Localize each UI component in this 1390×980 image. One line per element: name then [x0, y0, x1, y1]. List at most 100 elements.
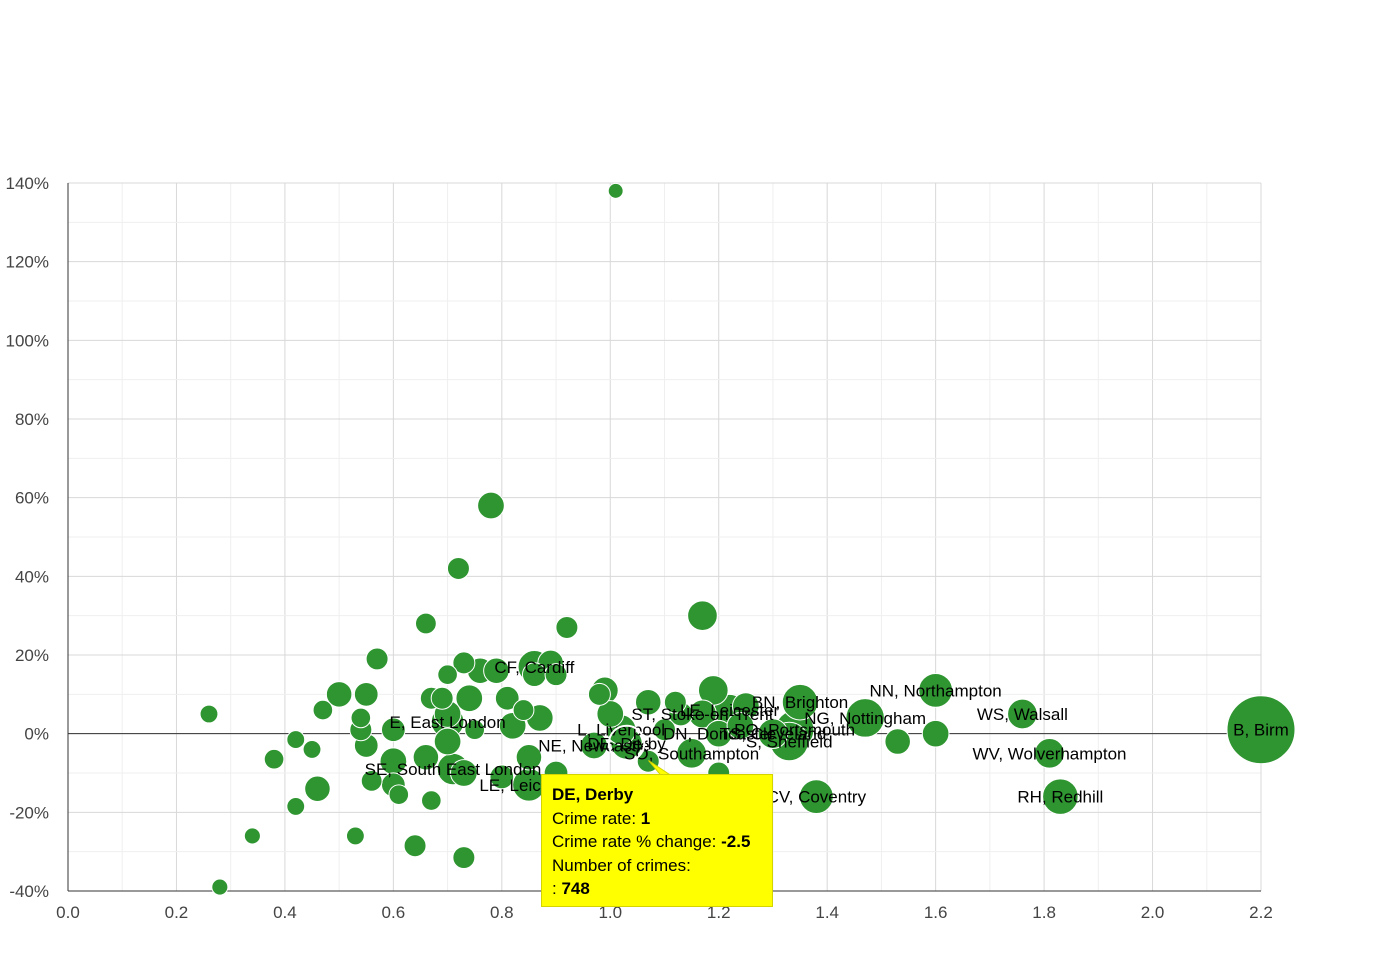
bubble-label: TS, Cleveland: [720, 725, 827, 744]
bubble-point: [555, 615, 579, 639]
bubble-point: [430, 686, 454, 710]
y-tick-label: 100%: [6, 331, 49, 350]
bubble-point: [726, 711, 755, 740]
chart-tooltip: DE, Derby Crime rate: 1 Crime rate % cha…: [541, 774, 773, 907]
y-tick-label: -20%: [9, 803, 49, 822]
bubble-point: [433, 727, 462, 756]
x-tick-label: 0.8: [490, 903, 514, 922]
bubble-point: [286, 730, 306, 749]
bubble-point: [452, 651, 476, 675]
bubble-point: [653, 718, 676, 742]
bubble-point: [304, 775, 331, 802]
bubble-point: [596, 700, 625, 728]
y-tick-label: 40%: [15, 567, 49, 586]
bubble-point: [388, 784, 410, 805]
bubble-point: [845, 698, 885, 738]
x-tick-label: 1.8: [1032, 903, 1056, 922]
bubble-point: [312, 699, 334, 721]
bubble-point: [325, 681, 353, 708]
bubble-point: [580, 731, 608, 760]
bubble-point: [365, 647, 389, 671]
tooltip-value: 1: [640, 808, 651, 828]
x-tick-label: 1.0: [598, 903, 622, 922]
bubble-point: [781, 683, 819, 721]
bubble-point: [483, 657, 510, 684]
tooltip-row-change: Crime rate % change: -2.5: [552, 830, 762, 854]
tooltip-value: -2.5: [721, 832, 751, 851]
bubble-label: E, East London: [389, 713, 505, 732]
bubble-point: [512, 699, 535, 721]
bubble-label: NE, Newcastle: [538, 736, 649, 755]
bubble-label: SO, Southampton: [624, 744, 759, 763]
hover-ring: [607, 724, 646, 763]
bubble-point: [884, 728, 911, 755]
bubble-point: [302, 739, 322, 759]
bubble-point: [687, 600, 718, 631]
bubble-label: CF, Cardiff: [494, 658, 574, 677]
bubble-point: [380, 717, 406, 743]
x-tick-label: 0.6: [382, 903, 406, 922]
bubble-label: WS, Walsall: [977, 705, 1068, 724]
bubble-point: [515, 744, 543, 771]
bubble-point: [1034, 738, 1065, 769]
x-tick-label: 2.0: [1141, 903, 1165, 922]
bubble-point: [921, 719, 950, 748]
bubble-label: CV, Coventry: [767, 788, 867, 807]
bubble-point: [415, 612, 437, 635]
bubble-label: S, Sheffield: [746, 733, 833, 752]
bubble-point: [446, 556, 470, 580]
bubble-label: NG, Nottingham: [804, 709, 926, 728]
bubble-label: PO, Portsmouth: [734, 721, 855, 740]
bubble-point: [663, 690, 687, 714]
tooltip-label: Crime rate % change:: [552, 832, 722, 851]
bubble-label: WV, Wolverhampton: [973, 744, 1127, 763]
bubble-point: [345, 826, 365, 846]
y-tick-label: 80%: [15, 410, 49, 429]
bubble-point: [412, 744, 440, 771]
tooltip-label: Crime rate:: [552, 808, 641, 828]
y-tick-label: 120%: [6, 253, 49, 272]
bubble-point: [455, 684, 484, 713]
bubble-point: [243, 827, 261, 845]
bubble-point: [607, 182, 624, 199]
tooltip-value: 748: [561, 879, 590, 898]
bubble-point: [676, 738, 707, 769]
bubble-point: [403, 834, 427, 858]
bubble-point: [360, 769, 383, 792]
bubble-point: [263, 748, 285, 770]
y-tick-label: 60%: [15, 489, 49, 508]
bubble-point: [353, 681, 379, 707]
bubble-point: [477, 491, 505, 520]
bubble-label: SE, South East London: [365, 760, 542, 779]
bubble-label: BN, Brighton: [752, 693, 848, 712]
bubble-point: [757, 718, 789, 749]
x-tick-label: 1.4: [815, 903, 839, 922]
tooltip-label: :: [552, 879, 562, 898]
y-tick-label: 140%: [6, 174, 49, 193]
bubble-point: [1007, 698, 1038, 730]
y-tick-label: 20%: [15, 646, 49, 665]
tooltip-row-crime-rate: Crime rate: 1: [552, 807, 762, 831]
bubble-point: [199, 704, 219, 724]
bubble-point: [1226, 695, 1296, 765]
x-tick-label: 1.6: [924, 903, 948, 922]
bubble-point: [798, 779, 834, 814]
bubble-label: ST, Stoke-on-Trent: [631, 705, 773, 724]
bubble-point: [437, 664, 458, 685]
bubble-label: NN, Northampton: [869, 681, 1001, 700]
bubble-label: B, Birm: [1233, 721, 1289, 740]
bubble-label: LE, Leicester: [680, 701, 780, 720]
tooltip-row-crimes-label: Number of crimes:: [552, 854, 762, 878]
y-tick-label: -40%: [9, 882, 49, 901]
bubble-point: [494, 685, 520, 711]
bubble-point: [489, 764, 515, 790]
bubble-point: [1042, 778, 1079, 815]
tooltip-title: DE, Derby: [552, 785, 634, 804]
bubble-point: [450, 759, 478, 787]
bubble-point: [211, 878, 229, 896]
bubble-label: DN, Doncaster: [663, 725, 775, 744]
bubble-point: [421, 790, 442, 811]
x-tick-label: 0.0: [56, 903, 80, 922]
